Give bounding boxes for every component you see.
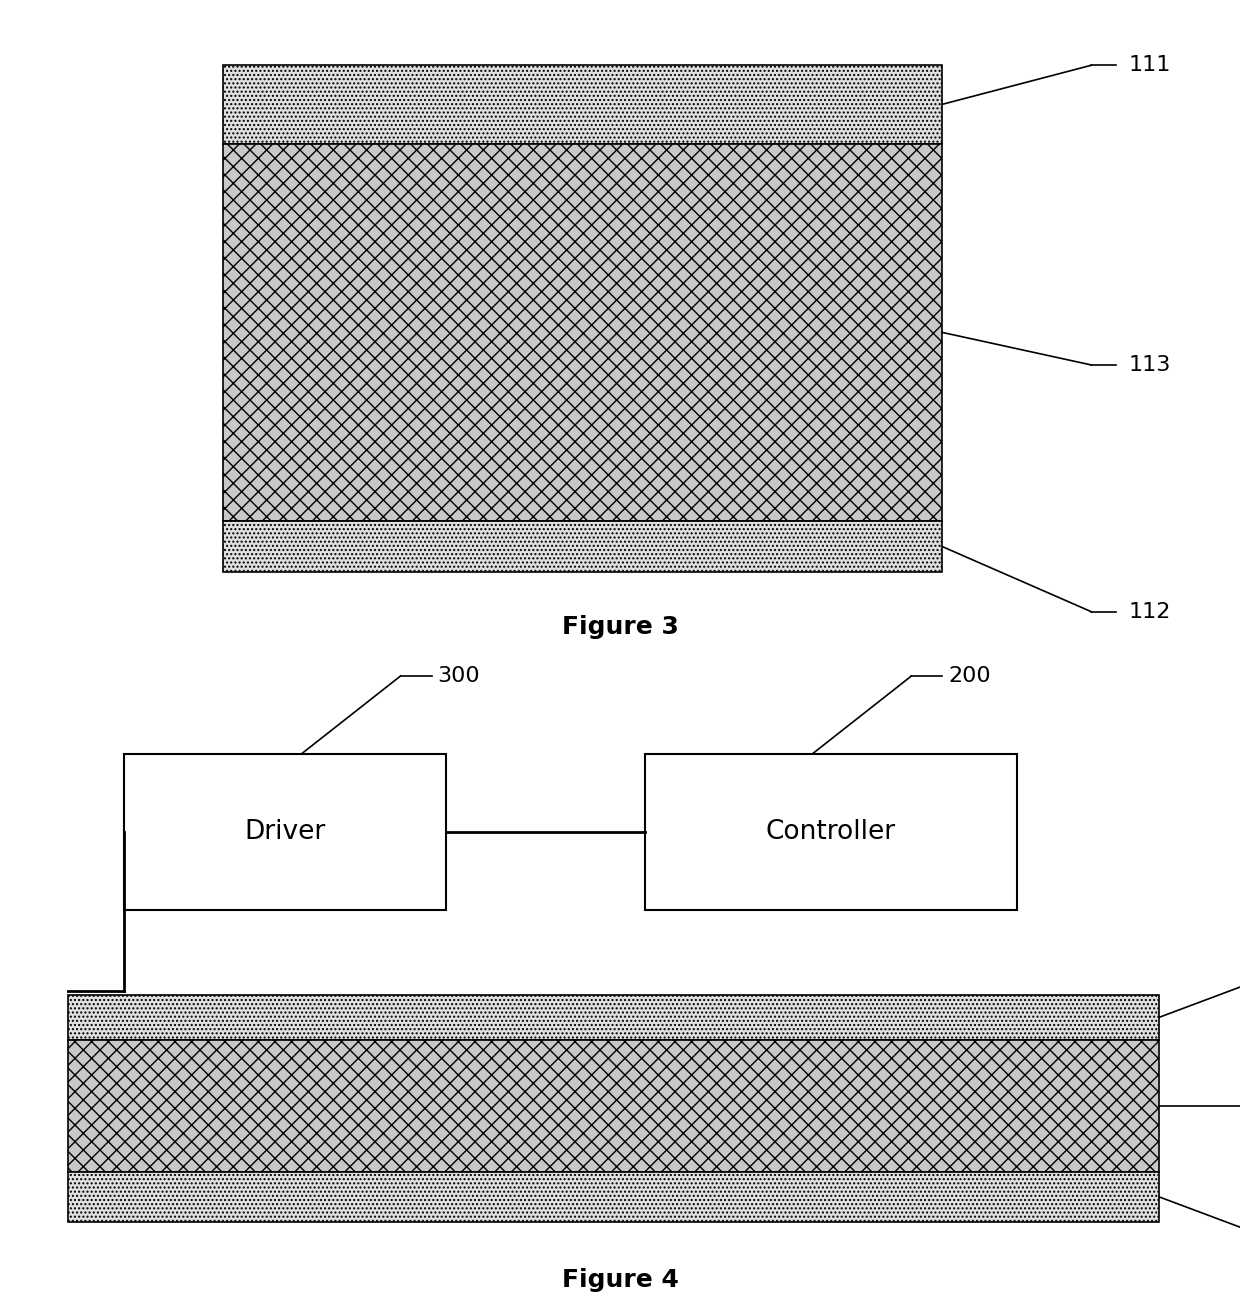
- Bar: [68, 994, 1159, 1040]
- Text: 200: 200: [949, 666, 991, 686]
- Text: 300: 300: [438, 666, 480, 686]
- Text: Driver: Driver: [244, 819, 326, 845]
- Text: 111: 111: [1128, 56, 1171, 75]
- Bar: [645, 754, 1017, 910]
- Text: 112: 112: [1128, 602, 1171, 621]
- Text: Controller: Controller: [766, 819, 895, 845]
- Bar: [68, 1040, 1159, 1173]
- Text: 113: 113: [1128, 355, 1171, 374]
- Bar: [124, 754, 446, 910]
- Bar: [68, 1173, 1159, 1222]
- Text: Figure 3: Figure 3: [562, 615, 678, 640]
- Text: Figure 4: Figure 4: [562, 1269, 678, 1292]
- Bar: [223, 521, 942, 572]
- Bar: [223, 143, 942, 521]
- Bar: [223, 65, 942, 143]
